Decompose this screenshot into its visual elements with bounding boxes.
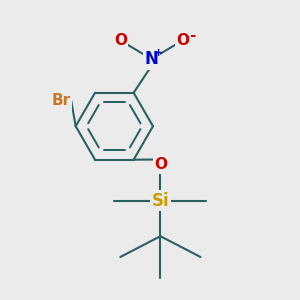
Text: -: - [189,28,195,43]
Text: +: + [153,48,163,58]
Text: N: N [145,50,158,68]
Text: O: O [114,32,127,47]
Text: Si: Si [152,191,169,209]
Text: O: O [154,158,167,172]
Text: Br: Br [51,94,70,109]
Text: O: O [176,32,189,47]
